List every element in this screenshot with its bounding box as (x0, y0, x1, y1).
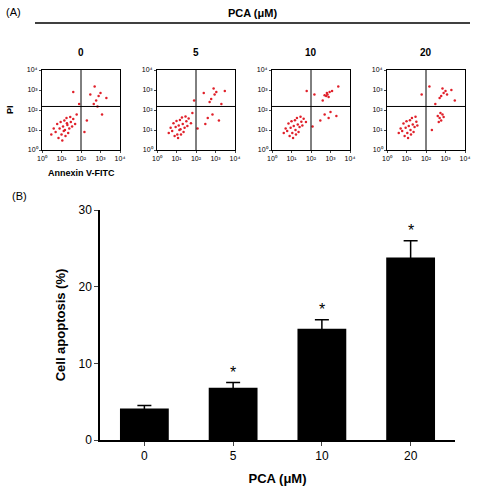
svg-text:10⁰: 10⁰ (37, 155, 48, 162)
svg-text:10: 10 (315, 449, 329, 463)
svg-text:10²: 10² (421, 155, 432, 162)
svg-text:10³: 10³ (210, 155, 221, 162)
svg-text:10⁴: 10⁴ (460, 155, 471, 162)
svg-text:10⁴: 10⁴ (257, 66, 268, 73)
svg-text:10⁴: 10⁴ (372, 66, 383, 73)
svg-text:0: 0 (141, 449, 148, 463)
svg-text:10³: 10³ (325, 155, 336, 162)
svg-text:10⁰: 10⁰ (267, 155, 278, 162)
svg-text:Cell apoptosis (%): Cell apoptosis (%) (53, 269, 68, 382)
svg-text:10²: 10² (306, 155, 317, 162)
svg-text:10²: 10² (372, 106, 383, 113)
svg-text:10⁴: 10⁴ (142, 66, 153, 73)
svg-text:10³: 10³ (142, 86, 153, 93)
svg-text:*: * (408, 222, 414, 239)
svg-text:10¹: 10¹ (286, 155, 297, 162)
svg-text:10²: 10² (142, 106, 153, 113)
svg-text:5: 5 (230, 449, 237, 463)
svg-text:10⁰: 10⁰ (373, 146, 384, 153)
svg-text:20: 20 (404, 449, 418, 463)
svg-text:10²: 10² (257, 106, 268, 113)
svg-text:10³: 10³ (257, 86, 268, 93)
svg-text:10¹: 10¹ (257, 126, 268, 133)
svg-text:10³: 10³ (95, 155, 106, 162)
svg-text:10⁴: 10⁴ (115, 155, 126, 162)
svg-text:10²: 10² (76, 155, 87, 162)
svg-text:PCA (μM): PCA (μM) (228, 7, 277, 19)
svg-text:10⁰: 10⁰ (382, 155, 393, 162)
svg-text:(B): (B) (12, 190, 27, 202)
svg-text:10¹: 10¹ (171, 155, 182, 162)
svg-text:10⁴: 10⁴ (27, 66, 38, 73)
svg-text:10⁴: 10⁴ (345, 155, 356, 162)
svg-text:10³: 10³ (27, 86, 38, 93)
svg-text:*: * (319, 301, 325, 318)
svg-text:20: 20 (78, 280, 92, 294)
svg-text:5: 5 (193, 47, 199, 58)
svg-text:10²: 10² (191, 155, 202, 162)
svg-text:10³: 10³ (372, 86, 383, 93)
svg-text:10: 10 (305, 47, 317, 58)
svg-text:10¹: 10¹ (372, 126, 383, 133)
svg-text:10¹: 10¹ (27, 126, 38, 133)
svg-text:*: * (230, 364, 236, 381)
svg-text:20: 20 (420, 47, 432, 58)
svg-text:10¹: 10¹ (142, 126, 153, 133)
svg-text:(A): (A) (6, 6, 21, 18)
svg-text:10³: 10³ (440, 155, 451, 162)
svg-text:0: 0 (85, 433, 92, 447)
svg-text:10²: 10² (27, 106, 38, 113)
svg-text:0: 0 (78, 47, 84, 58)
svg-text:10: 10 (78, 357, 92, 371)
svg-text:10¹: 10¹ (401, 155, 412, 162)
svg-text:PI: PI (5, 105, 15, 114)
svg-text:10⁰: 10⁰ (143, 146, 154, 153)
svg-text:10⁰: 10⁰ (258, 146, 269, 153)
svg-text:PCA (μM): PCA (μM) (248, 471, 306, 486)
svg-text:30: 30 (78, 203, 92, 217)
svg-text:10⁰: 10⁰ (28, 146, 39, 153)
svg-text:Annexin V-FITC: Annexin V-FITC (48, 168, 115, 178)
svg-text:10¹: 10¹ (56, 155, 67, 162)
svg-text:10⁴: 10⁴ (230, 155, 241, 162)
svg-text:10⁰: 10⁰ (152, 155, 163, 162)
